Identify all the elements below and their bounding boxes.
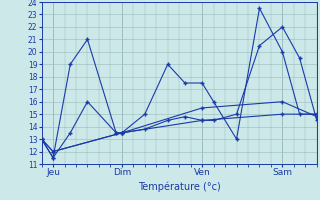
X-axis label: Température (°c): Température (°c) — [138, 181, 220, 192]
